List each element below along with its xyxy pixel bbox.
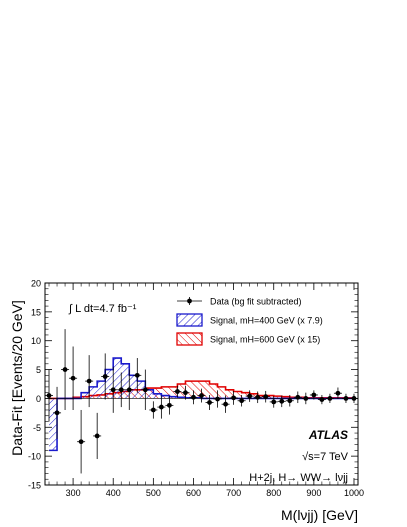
x-axis-title: M(lνjj) [GeV] xyxy=(281,507,358,523)
data-point xyxy=(158,404,164,410)
x-tick-label: 1000 xyxy=(344,488,364,498)
signal-600-bin xyxy=(241,392,250,399)
signal-400-bin xyxy=(89,386,98,399)
lumi-label: ∫ L dt=4.7 fb⁻¹ xyxy=(68,303,137,315)
signal-600-bin xyxy=(281,396,290,399)
data-point xyxy=(223,401,228,407)
data-point xyxy=(327,396,333,401)
signal-600-bin xyxy=(273,396,282,399)
data-point xyxy=(70,375,76,381)
signal-400-bin xyxy=(153,393,162,399)
y-axis-title: Data-Fit [Events/20 GeV] xyxy=(9,300,25,456)
data-point xyxy=(319,397,325,402)
data-point xyxy=(215,396,220,402)
signal-600-bin xyxy=(257,395,266,399)
legend-label: Data (bg fit subtracted) xyxy=(210,297,302,307)
y-tick-label: 0 xyxy=(36,394,41,404)
legend: Data (bg fit subtracted) Signal, mH=400 G… xyxy=(176,297,323,346)
y-tick-label: 10 xyxy=(31,336,41,346)
signal-600-bin xyxy=(217,386,226,399)
data-point xyxy=(126,387,132,393)
signal-400-bin xyxy=(161,395,170,399)
signal-600-bin xyxy=(161,386,170,399)
signal-400-bin xyxy=(137,381,146,399)
signal-600-bin xyxy=(233,391,242,399)
y-tick-label: 5 xyxy=(36,365,41,375)
data-point xyxy=(279,398,285,404)
data-point xyxy=(183,390,188,396)
signal-600-bin xyxy=(193,381,202,399)
channel-label: H+2j, H→ WW→ lνjj xyxy=(249,472,348,484)
data-point xyxy=(166,402,172,408)
data-point xyxy=(110,387,116,393)
signal-600-bin xyxy=(201,381,210,399)
x-tick-label: 800 xyxy=(266,488,281,498)
data-point xyxy=(102,374,108,379)
data-point xyxy=(263,394,269,400)
y-tick-label: -10 xyxy=(28,452,41,462)
data-point xyxy=(46,393,52,398)
y-tick-label: -5 xyxy=(33,423,41,433)
x-tick-label: 700 xyxy=(226,488,241,498)
data-point xyxy=(271,399,277,405)
data-point xyxy=(142,387,148,393)
signal-600-bin xyxy=(169,386,178,399)
energy-label: √s=7 TeV xyxy=(302,451,349,463)
x-tick-label: 900 xyxy=(306,488,321,498)
plot-area xyxy=(45,329,358,474)
signal-400-bin xyxy=(145,389,154,399)
data-point xyxy=(150,407,156,413)
signal-400-bin xyxy=(49,398,58,451)
signal-400-bin xyxy=(121,363,130,399)
data-point xyxy=(231,395,237,401)
data-point xyxy=(78,439,84,445)
y-tick-label: 15 xyxy=(31,307,41,317)
signal-400-bin xyxy=(105,369,114,399)
data-point xyxy=(311,392,317,398)
x-tick-label: 600 xyxy=(186,488,201,498)
signal-400-bin xyxy=(169,396,178,399)
legend-swatch xyxy=(176,313,203,327)
axes: -15 -10 -5 0 5 10 15 20 300 400 500 600 700 800 900 100… xyxy=(28,279,364,499)
data-point xyxy=(191,394,196,400)
x-tick-label: 400 xyxy=(106,488,121,498)
data-point xyxy=(175,389,180,394)
legend-label: Signal, mH=400 GeV (x 7.9) xyxy=(210,316,323,326)
x-tick-label: 300 xyxy=(66,488,81,498)
signal-600-bin xyxy=(185,381,194,399)
signal-400-bin xyxy=(129,375,138,399)
y-tick-label: -15 xyxy=(28,481,41,491)
data-point xyxy=(62,367,68,372)
data-point xyxy=(343,396,349,401)
signal-600-bin xyxy=(249,393,258,399)
signal-600-bin xyxy=(209,384,218,399)
signal-600-bin xyxy=(225,389,234,399)
signal-400-bin xyxy=(81,392,90,399)
signal-600-bin xyxy=(265,395,274,399)
data-point xyxy=(303,396,309,401)
data-point xyxy=(199,393,204,398)
data-point xyxy=(54,410,60,416)
legend-data-marker xyxy=(187,298,192,304)
legend-label: Signal, mH=600 GeV (x 15) xyxy=(210,335,320,345)
legend-swatch xyxy=(176,332,203,346)
data-point xyxy=(207,400,212,405)
data-point xyxy=(255,394,261,400)
x-tick-label: 500 xyxy=(146,488,161,498)
signal-600-bin xyxy=(177,384,186,399)
data-point xyxy=(86,378,92,384)
data-point xyxy=(118,387,124,393)
data-point xyxy=(247,393,253,399)
atlas-label: ATLAS xyxy=(308,428,348,442)
data-point xyxy=(287,398,293,404)
data-point xyxy=(239,398,245,404)
signal-400-bin xyxy=(113,358,122,399)
data-point xyxy=(134,372,140,378)
data-point xyxy=(295,394,301,400)
data-point xyxy=(94,433,100,439)
y-tick-label: 20 xyxy=(31,279,41,289)
signal-400-bin xyxy=(97,381,106,399)
data-point xyxy=(335,390,341,396)
